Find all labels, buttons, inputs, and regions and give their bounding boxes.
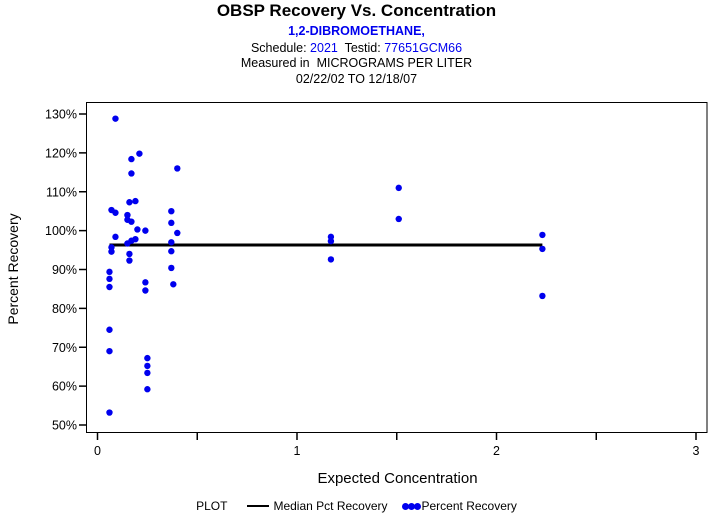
data-point: [124, 211, 131, 219]
y-tick-label: 120%: [45, 146, 77, 160]
x-tick-label: 3: [693, 444, 700, 458]
y-tick-label: 100%: [45, 224, 77, 238]
y-tick-label: 110%: [46, 185, 77, 199]
data-point: [134, 226, 141, 233]
testid-value: 77651GCM66: [384, 40, 463, 55]
y-tick-label: 130%: [45, 108, 77, 122]
data-point: [128, 170, 135, 177]
schedule-value: 2021: [310, 40, 338, 55]
median-line-swatch-icon: [247, 505, 270, 507]
schedule-label: Schedule:: [250, 40, 307, 55]
data-point: [174, 229, 181, 237]
data-point: [170, 281, 177, 288]
data-point: [168, 219, 175, 227]
measured-in-line: Measured in MICROGRAMS PER LITER: [240, 56, 473, 70]
data-point: [142, 279, 149, 286]
testid-label: Testid:: [344, 40, 381, 55]
data-point: [395, 184, 402, 192]
data-point: [132, 197, 139, 205]
legend-scatter-label: Percent Recovery: [421, 499, 517, 513]
analyte-subtitle: 1,2-DIBROMOETHANE,: [288, 24, 425, 38]
data-point: [106, 275, 113, 283]
y-axis-title: Percent Recovery: [5, 213, 21, 325]
data-point: [108, 248, 115, 255]
data-point: [168, 207, 175, 215]
date-range: 02/22/02 TO 12/18/07: [295, 71, 418, 86]
y-tick-label: 80%: [52, 302, 77, 316]
data-point: [112, 233, 119, 241]
data-point: [128, 218, 135, 225]
schedule-testid-line: Schedule: 2021 Testid: 77651GCM66: [0, 40, 713, 55]
data-point: [106, 326, 113, 333]
data-point: [327, 256, 335, 263]
data-point: [174, 165, 181, 172]
data-point: [395, 215, 402, 223]
x-tick-label: 0: [94, 444, 101, 458]
data-point: [142, 287, 149, 294]
x-tick-label: 2: [493, 444, 500, 458]
data-point: [539, 231, 546, 239]
data-point: [106, 347, 113, 355]
data-point: [124, 240, 131, 247]
data-point: [144, 369, 151, 377]
plot-frame: [86, 102, 708, 433]
x-axis-title: Expected Concentration: [317, 470, 478, 487]
legend-median-label: Median Pct Recovery: [273, 499, 388, 513]
data-point: [168, 248, 175, 255]
data-point: [144, 362, 151, 370]
data-point: [144, 386, 151, 393]
data-point: [106, 283, 113, 291]
y-tick-label: 90%: [52, 263, 77, 277]
data-point: [126, 257, 133, 264]
data-point: [126, 199, 133, 206]
legend-plot-label: PLOT: [196, 499, 228, 513]
chart-header: OBSP Recovery Vs. Concentration 1,2-DIBR…: [0, 2, 713, 88]
data-point: [539, 292, 546, 300]
data-point: [327, 237, 335, 245]
data-point: [106, 268, 113, 276]
data-point: [539, 245, 546, 253]
data-point: [142, 227, 149, 234]
x-tick-label: 1: [294, 444, 301, 458]
data-point: [106, 409, 113, 416]
data-point: [136, 150, 143, 157]
data-point: [112, 209, 119, 216]
data-point: [168, 239, 175, 246]
data-point: [168, 264, 175, 272]
legend: PLOT Median Pct Recovery Percent Recover…: [0, 499, 713, 513]
scatter-dots-swatch-icon: [401, 502, 421, 510]
y-tick-label: 50%: [52, 419, 77, 433]
data-point: [128, 155, 135, 163]
y-tick-label: 60%: [52, 380, 77, 394]
y-tick-label: 70%: [52, 341, 77, 355]
data-point: [144, 354, 151, 362]
data-point: [112, 115, 119, 122]
chart-title: OBSP Recovery Vs. Concentration: [216, 1, 497, 20]
data-point: [126, 250, 133, 258]
